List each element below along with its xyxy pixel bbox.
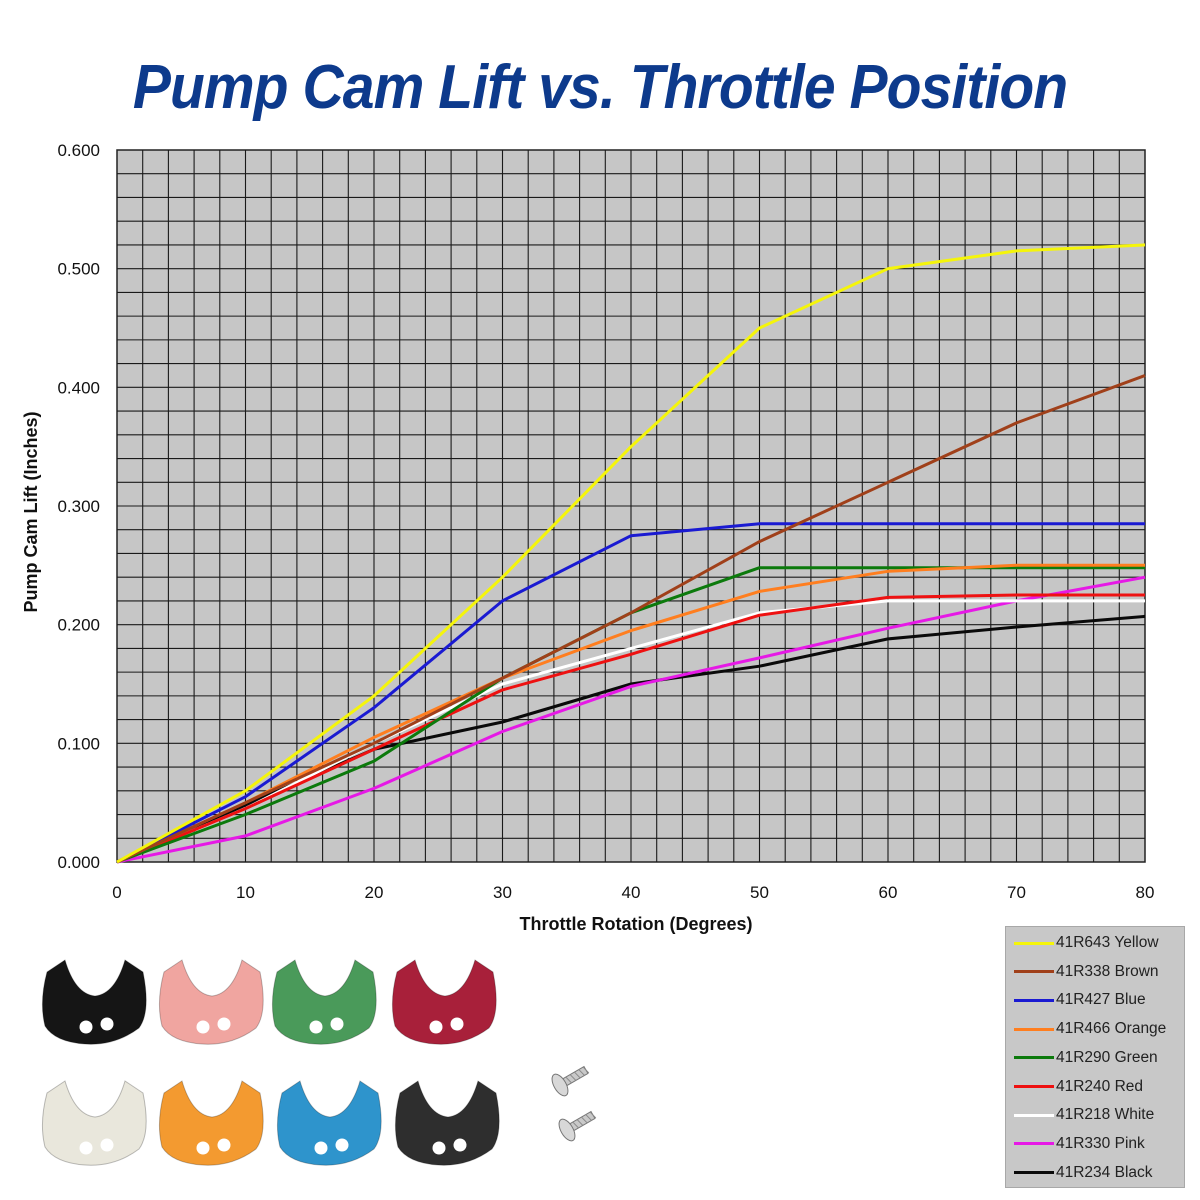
x-tick-label: 80 <box>1136 883 1155 902</box>
legend-label: 41R466 Orange <box>1056 1020 1167 1038</box>
y-tick-label: 0.100 <box>57 734 100 753</box>
black-cam-icon <box>41 959 147 1045</box>
legend-label: 41R338 Brown <box>1056 962 1159 980</box>
chart-title: Pump Cam Lift vs. Throttle Position <box>132 53 1068 122</box>
legend-swatch <box>1014 1113 1054 1117</box>
legend-swatch <box>1014 1027 1054 1031</box>
x-tick-label: 30 <box>493 883 512 902</box>
legend-swatch <box>1014 970 1054 974</box>
legend: 41R643 Yellow 41R338 Brown 41R427 Blue 41R4… <box>1005 926 1185 1188</box>
series-line-brown <box>116 374 1146 864</box>
y-tick-labels: 0.000 0.100 0.200 0.300 0.400 0.500 0.600 <box>57 141 100 872</box>
x-tick-label: 20 <box>365 883 384 902</box>
x-tick-label: 70 <box>1007 883 1026 902</box>
legend-label: 41R218 White <box>1056 1106 1155 1124</box>
legend-label: 41R240 Red <box>1056 1077 1144 1095</box>
y-tick-label: 0.400 <box>57 378 100 397</box>
x-axis-title: Throttle Rotation (Degrees) <box>519 914 752 934</box>
screw-pair-icon <box>551 1065 597 1142</box>
x-tick-label: 10 <box>236 883 255 902</box>
series-line-orange <box>116 563 1145 864</box>
legend-swatch <box>1014 1056 1054 1060</box>
grid-lines <box>117 150 1145 862</box>
y-tick-label: 0.300 <box>57 497 100 516</box>
series-line-blue <box>116 522 1145 864</box>
legend-item: 41R643 Yellow <box>1014 931 1159 955</box>
legend-label: 41R234 Black <box>1056 1163 1153 1181</box>
legend-swatch <box>1014 998 1054 1002</box>
red-cam-icon <box>391 959 497 1045</box>
legend-swatch <box>1014 941 1054 945</box>
series-line-yellow <box>116 243 1146 864</box>
x-tick-label: 0 <box>112 883 121 902</box>
x-tick-labels: 0 10 20 30 40 50 60 70 80 <box>112 883 1154 902</box>
legend-swatch <box>1014 1085 1054 1088</box>
legend-item: 41R466 Orange <box>1014 1017 1166 1041</box>
legend-item: 41R218 White <box>1014 1103 1154 1127</box>
series-lines <box>116 243 1146 864</box>
series-line-red <box>116 593 1145 864</box>
series-line-pink <box>116 575 1146 864</box>
legend-label: 41R330 Pink <box>1056 1134 1145 1152</box>
y-tick-label: 0.200 <box>57 616 100 635</box>
legend-swatch <box>1014 1171 1054 1175</box>
white-cam-icon <box>41 1080 147 1166</box>
x-tick-label: 60 <box>879 883 898 902</box>
x-tick-label: 50 <box>750 883 769 902</box>
pink-cam-icon <box>158 959 264 1045</box>
legend-item: 41R234 Black <box>1014 1161 1153 1185</box>
pump-cam-parts <box>41 959 597 1166</box>
orange-cam-icon <box>158 1080 264 1166</box>
legend-swatch <box>1014 1142 1054 1146</box>
legend-label: 41R290 Green <box>1056 1048 1158 1066</box>
series-line-white <box>116 599 1145 864</box>
blue-cam-icon <box>276 1080 382 1166</box>
legend-label: 41R427 Blue <box>1056 991 1146 1009</box>
legend-item: 41R330 Pink <box>1014 1132 1145 1156</box>
y-tick-label: 0.000 <box>57 853 100 872</box>
y-tick-label: 0.500 <box>57 260 100 279</box>
line-chart: 0.000 0.100 0.200 0.300 0.400 0.500 0.600 0 10 2… <box>21 141 1154 934</box>
green-cam-icon <box>271 959 377 1045</box>
dark-grey-cam-icon <box>394 1080 500 1166</box>
y-axis-title: Pump Cam Lift (Inches) <box>21 411 41 612</box>
x-tick-label: 40 <box>622 883 641 902</box>
legend-item: 41R338 Brown <box>1014 960 1159 984</box>
legend-item: 41R290 Green <box>1014 1046 1158 1070</box>
y-tick-label: 0.600 <box>57 141 100 160</box>
legend-item: 41R240 Red <box>1014 1075 1143 1099</box>
legend-item: 41R427 Blue <box>1014 988 1146 1012</box>
legend-label: 41R643 Yellow <box>1056 934 1159 951</box>
